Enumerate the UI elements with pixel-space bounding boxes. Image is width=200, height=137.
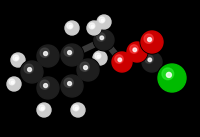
Circle shape xyxy=(158,64,186,92)
Circle shape xyxy=(40,80,49,89)
Circle shape xyxy=(73,105,79,111)
Circle shape xyxy=(92,50,108,66)
Circle shape xyxy=(28,68,32,72)
Circle shape xyxy=(97,15,111,29)
Circle shape xyxy=(44,84,48,88)
Circle shape xyxy=(36,102,52,118)
Circle shape xyxy=(148,38,152,42)
Circle shape xyxy=(166,72,171,77)
Circle shape xyxy=(93,51,107,65)
Circle shape xyxy=(10,52,26,68)
Circle shape xyxy=(99,17,105,23)
Circle shape xyxy=(61,44,83,66)
Circle shape xyxy=(6,76,22,92)
Circle shape xyxy=(93,29,115,51)
Circle shape xyxy=(64,47,73,56)
Circle shape xyxy=(142,52,162,72)
Circle shape xyxy=(91,25,94,28)
Circle shape xyxy=(96,14,112,30)
Circle shape xyxy=(130,45,138,53)
Circle shape xyxy=(37,103,51,117)
Circle shape xyxy=(9,79,15,85)
Circle shape xyxy=(15,57,18,60)
Circle shape xyxy=(84,66,88,70)
Circle shape xyxy=(39,105,45,111)
Circle shape xyxy=(97,33,105,41)
Circle shape xyxy=(89,23,95,29)
Circle shape xyxy=(40,48,49,57)
Circle shape xyxy=(111,51,133,73)
Circle shape xyxy=(94,30,114,50)
Circle shape xyxy=(101,19,104,22)
Circle shape xyxy=(37,45,59,67)
Circle shape xyxy=(60,43,84,67)
Circle shape xyxy=(148,58,152,62)
Circle shape xyxy=(80,62,89,71)
Circle shape xyxy=(24,64,33,73)
Circle shape xyxy=(133,48,137,52)
Circle shape xyxy=(141,51,163,73)
Circle shape xyxy=(140,30,164,54)
Circle shape xyxy=(115,55,123,63)
Circle shape xyxy=(44,52,48,56)
Circle shape xyxy=(41,107,44,110)
Circle shape xyxy=(86,20,102,36)
Circle shape xyxy=(126,41,148,63)
Circle shape xyxy=(11,81,14,84)
Circle shape xyxy=(13,55,19,61)
Circle shape xyxy=(157,63,187,93)
Circle shape xyxy=(100,36,104,40)
Circle shape xyxy=(64,78,73,87)
Circle shape xyxy=(95,53,101,59)
Circle shape xyxy=(162,68,174,80)
Circle shape xyxy=(145,55,153,63)
Circle shape xyxy=(11,53,25,67)
Circle shape xyxy=(67,23,73,29)
Circle shape xyxy=(36,44,60,68)
Circle shape xyxy=(37,77,59,99)
Circle shape xyxy=(87,21,101,35)
Circle shape xyxy=(36,76,60,100)
Circle shape xyxy=(61,75,83,97)
Circle shape xyxy=(20,60,44,84)
Circle shape xyxy=(77,59,99,81)
Circle shape xyxy=(144,34,153,43)
Circle shape xyxy=(60,74,84,98)
Circle shape xyxy=(71,103,85,117)
Circle shape xyxy=(75,107,78,110)
Circle shape xyxy=(64,20,80,36)
Circle shape xyxy=(112,52,132,72)
Circle shape xyxy=(21,61,43,83)
Circle shape xyxy=(127,42,147,62)
Circle shape xyxy=(118,58,122,62)
Circle shape xyxy=(76,58,100,82)
Circle shape xyxy=(65,21,79,35)
Circle shape xyxy=(68,51,72,55)
Circle shape xyxy=(7,77,21,91)
Circle shape xyxy=(70,102,86,118)
Circle shape xyxy=(68,82,72,86)
Circle shape xyxy=(97,55,100,58)
Circle shape xyxy=(69,25,72,28)
Circle shape xyxy=(141,31,163,53)
